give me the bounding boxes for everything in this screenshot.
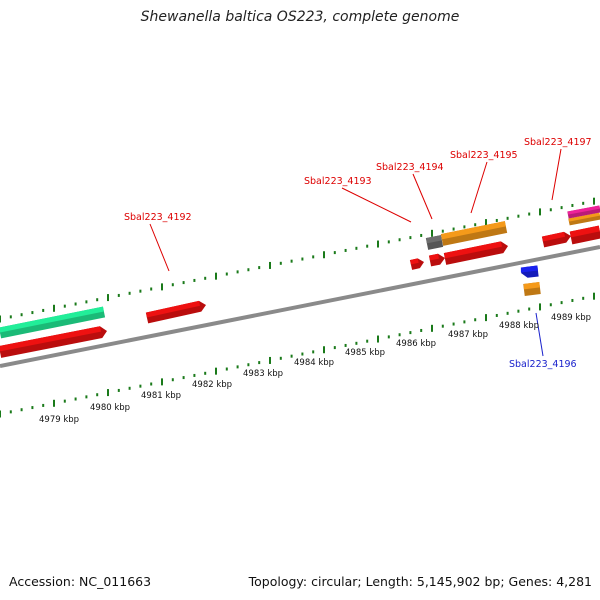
scale-labels: 4979 kbp 4980 kbp 4981 kbp 4982 kbp 4983 kbp… — [39, 313, 591, 425]
grey-gene-feature — [425, 235, 444, 250]
accession-label: Accession: NC_011663 — [9, 574, 152, 589]
red-gene-feature — [541, 231, 571, 248]
pink-gene-feature — [567, 205, 600, 219]
scale-label: 4985 kbp — [345, 348, 385, 358]
scale-label: 4986 kbp — [396, 339, 436, 349]
green-gene-feature — [0, 306, 106, 339]
gene-features — [0, 205, 600, 358]
red-gene-feature — [569, 225, 600, 245]
red-gene-feature — [145, 300, 206, 324]
gene-label-sbal223_4195: Sbal223_4195 — [450, 150, 518, 161]
gene-label-leader — [412, 173, 433, 220]
blue-gene-feature — [520, 265, 539, 278]
gene-label-sbal223_4194: Sbal223_4194 — [376, 162, 444, 173]
genome-backbone — [0, 245, 600, 368]
red-gene-feature — [428, 253, 445, 267]
scale-label: 4989 kbp — [551, 313, 591, 323]
scale-label: 4980 kbp — [90, 403, 130, 413]
scale-label: 4987 kbp — [448, 330, 488, 340]
scale-label: 4981 kbp — [141, 391, 181, 401]
genome-title: Shewanella baltica OS223, complete genom… — [140, 9, 460, 25]
gene-label-sbal223_4192: Sbal223_4192 — [124, 212, 192, 223]
gene-label-leader — [470, 161, 488, 214]
scale-label: 4979 kbp — [39, 415, 79, 425]
orange-gene-feature — [440, 221, 508, 246]
gene-labels: Sbal223_4192 Sbal223_4193 Sbal223_4194 Sbal… — [124, 137, 592, 370]
orange-gene-feature — [523, 282, 541, 296]
scale-label: 4988 kbp — [499, 321, 539, 331]
scale-label: 4982 kbp — [192, 380, 232, 390]
gene-label-leader — [149, 223, 170, 272]
red-gene-feature — [409, 258, 424, 270]
red-gene-feature — [443, 241, 508, 265]
gene-label-leader — [341, 187, 412, 223]
orange-gene-feature — [568, 212, 600, 226]
gene-label-sbal223_4196: Sbal223_4196 — [509, 359, 577, 370]
gene-label-sbal223_4197: Sbal223_4197 — [524, 137, 592, 148]
scale-label: 4984 kbp — [294, 358, 334, 368]
gene-label-leader — [551, 148, 562, 201]
gene-label-sbal223_4193: Sbal223_4193 — [304, 176, 372, 187]
gene-label-leader — [535, 312, 544, 357]
tick-marks — [0, 197, 595, 418]
red-gene-feature — [0, 326, 107, 358]
scale-label: 4983 kbp — [243, 369, 283, 379]
genome-summary: Topology: circular; Length: 5,145,902 bp… — [248, 574, 592, 589]
